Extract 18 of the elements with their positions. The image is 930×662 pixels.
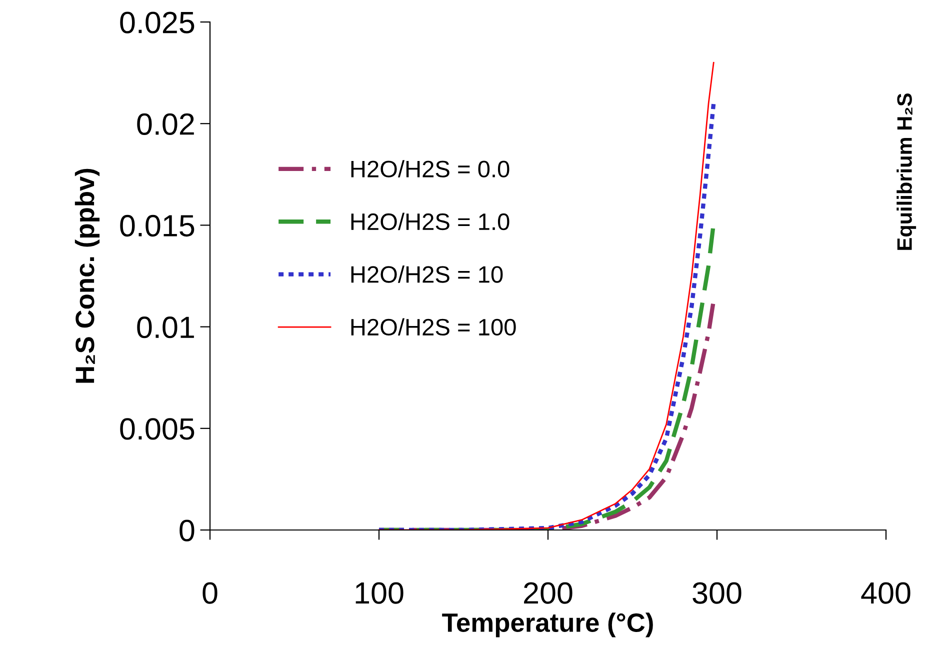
legend-label: H2O/H2S = 0.0 [351,160,510,178]
x-tick-label: 100 [356,582,404,604]
y-tick-label: 0.015 [120,214,194,237]
x-tick-label: 200 [524,582,572,604]
y-tick-label: 0.025 [120,12,194,34]
legend-label: H2O/H2S = 10 [351,266,503,283]
text: Equilibrium H₂S [896,93,916,250]
y-tick-label: 0.02 [137,113,194,135]
y-axis-title: H₂S Conc. (ppbv) [74,168,100,383]
y-tick-label: 0.01 [137,316,194,338]
legend-label: H2O/H2S = 100 [351,318,516,336]
x-tick-label: 400 [861,582,910,604]
x-tick-label: 0 [202,582,218,604]
legend-label: H2O/H2S = 1.0 [351,212,510,230]
x-tick-label: 300 [692,582,742,604]
y-tick-label: 0.005 [120,418,194,440]
y-tick-label: 0 [180,520,194,542]
x-axis-title: Temperature (°C) [442,612,653,638]
